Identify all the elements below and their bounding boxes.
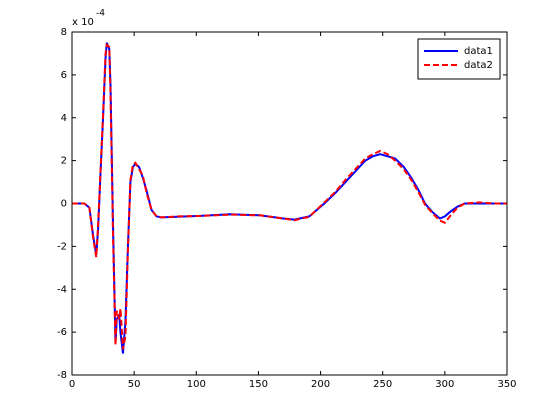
series-line [72,42,507,350]
y-tick-label: 2 [61,156,67,167]
axes-box [71,31,508,376]
x-tick-label: 50 [128,379,141,390]
legend-box [417,38,501,80]
x-tick-label: 250 [373,379,392,390]
y-tick-label: -6 [57,327,67,338]
x-tick-label: 350 [497,379,516,390]
legend-label: data2 [464,60,493,71]
x-tick-label: 200 [311,379,330,390]
x-tick-label: 100 [187,379,206,390]
x-tick-label: 0 [69,379,75,390]
x-tick-label: 150 [249,379,268,390]
legend-label: data1 [464,46,493,57]
y-tick-label: -2 [57,241,67,252]
y-tick-label: 8 [61,27,67,38]
y-exponent-power: -4 [96,9,105,19]
y-exponent-base: x 10 [72,17,94,28]
x-tick-label: 300 [435,379,454,390]
y-tick-label: 4 [61,113,67,124]
y-tick-label: -8 [57,370,67,381]
y-tick-label: 0 [61,199,67,210]
y-tick-label: -4 [57,284,67,295]
y-tick-label: 6 [61,70,67,81]
plot-area [72,32,507,375]
